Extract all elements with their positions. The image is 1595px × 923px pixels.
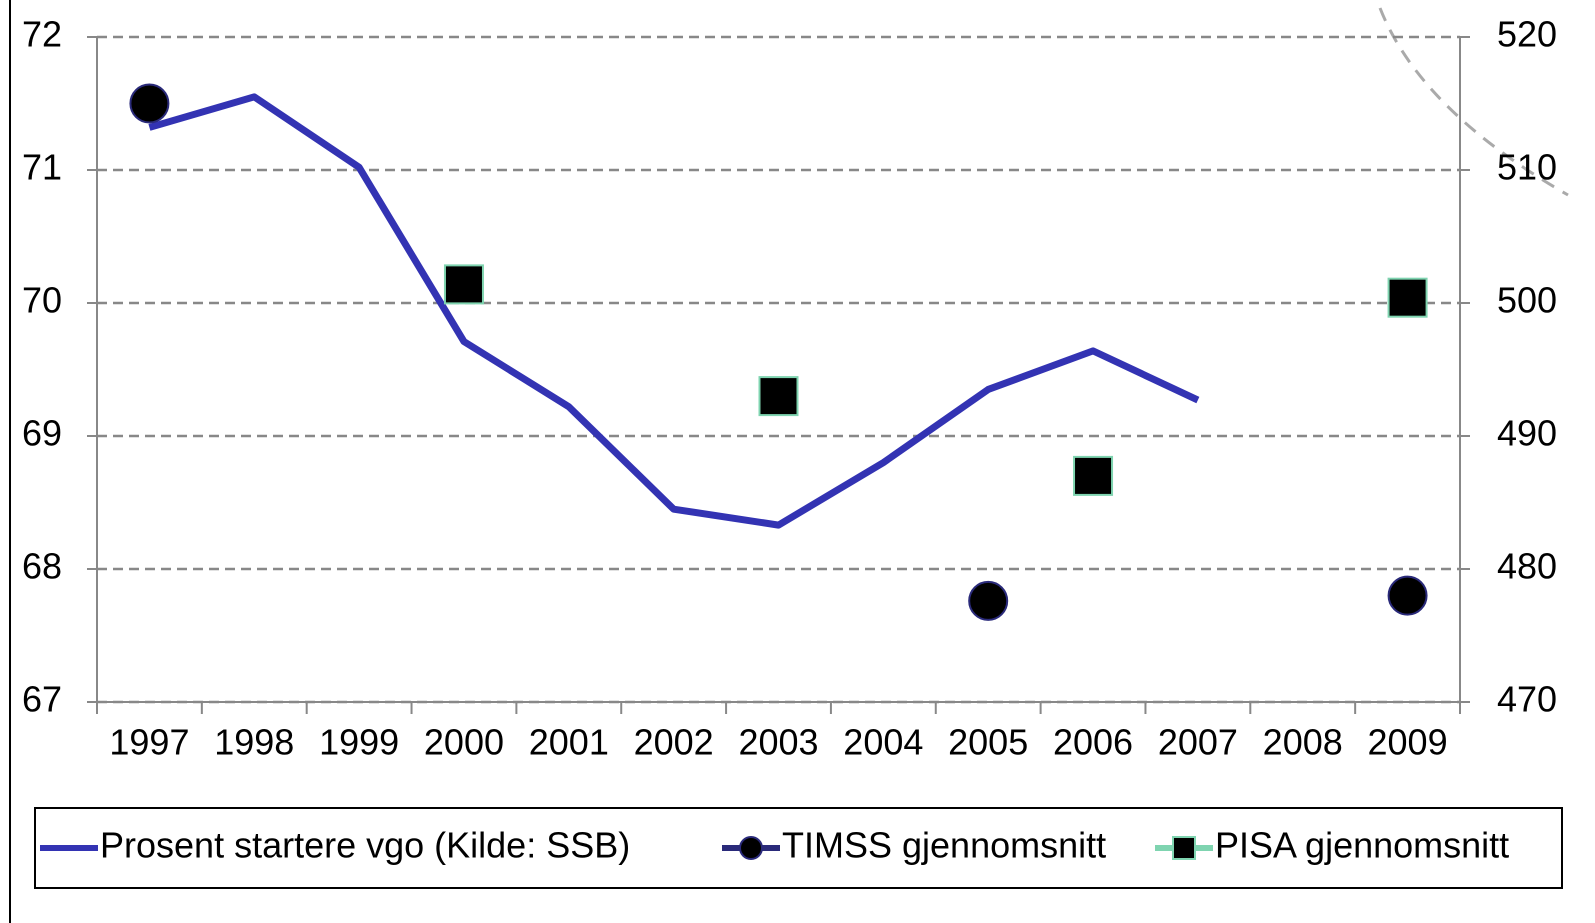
y-tick-label: 68 <box>22 546 62 587</box>
x-tick-label: 2000 <box>424 722 504 763</box>
x-tick-label: 2001 <box>529 722 609 763</box>
square-marker <box>443 264 484 305</box>
square-marker <box>758 376 799 417</box>
x-tick-label: 1997 <box>109 722 189 763</box>
legend-marker <box>739 836 763 860</box>
y2-tick-label: 500 <box>1497 280 1557 321</box>
y-tick-label: 67 <box>22 679 62 720</box>
x-tick-label: 2004 <box>843 722 923 763</box>
x-tick-label: 2007 <box>1158 722 1238 763</box>
legend-label: Prosent startere vgo (Kilde: SSB) <box>100 825 630 866</box>
x-tick-label: 2008 <box>1263 722 1343 763</box>
y-tick-label: 71 <box>22 147 62 188</box>
y2-tick-label: 480 <box>1497 546 1557 587</box>
x-tick-label: 2005 <box>948 722 1028 763</box>
y2-tick-label: 520 <box>1497 14 1557 55</box>
y-tick-label: 72 <box>22 14 62 55</box>
y2-tick-label: 470 <box>1497 679 1557 720</box>
square-marker <box>1073 455 1114 496</box>
x-tick-label: 2009 <box>1368 722 1448 763</box>
decoration-arc <box>1378 7 1569 197</box>
legend-label: PISA gjennomsnitt <box>1215 825 1509 866</box>
circle-marker <box>129 83 170 124</box>
x-tick-label: 1999 <box>319 722 399 763</box>
y-tick-label: 69 <box>22 413 62 454</box>
legend-box <box>34 807 1563 889</box>
x-tick-label: 1998 <box>214 722 294 763</box>
circle-marker <box>1387 575 1428 616</box>
legend-label: TIMSS gjennomsnitt <box>782 825 1106 866</box>
data-line <box>148 93 1200 529</box>
legend-marker <box>1172 836 1196 860</box>
y-tick-label: 70 <box>22 280 62 321</box>
x-tick-label: 2006 <box>1053 722 1133 763</box>
y2-tick-label: 490 <box>1497 413 1557 454</box>
x-tick-label: 2002 <box>634 722 714 763</box>
circle-marker <box>968 580 1009 621</box>
square-marker <box>1387 277 1428 318</box>
x-tick-label: 2003 <box>738 722 818 763</box>
y2-tick-label: 510 <box>1497 147 1557 188</box>
